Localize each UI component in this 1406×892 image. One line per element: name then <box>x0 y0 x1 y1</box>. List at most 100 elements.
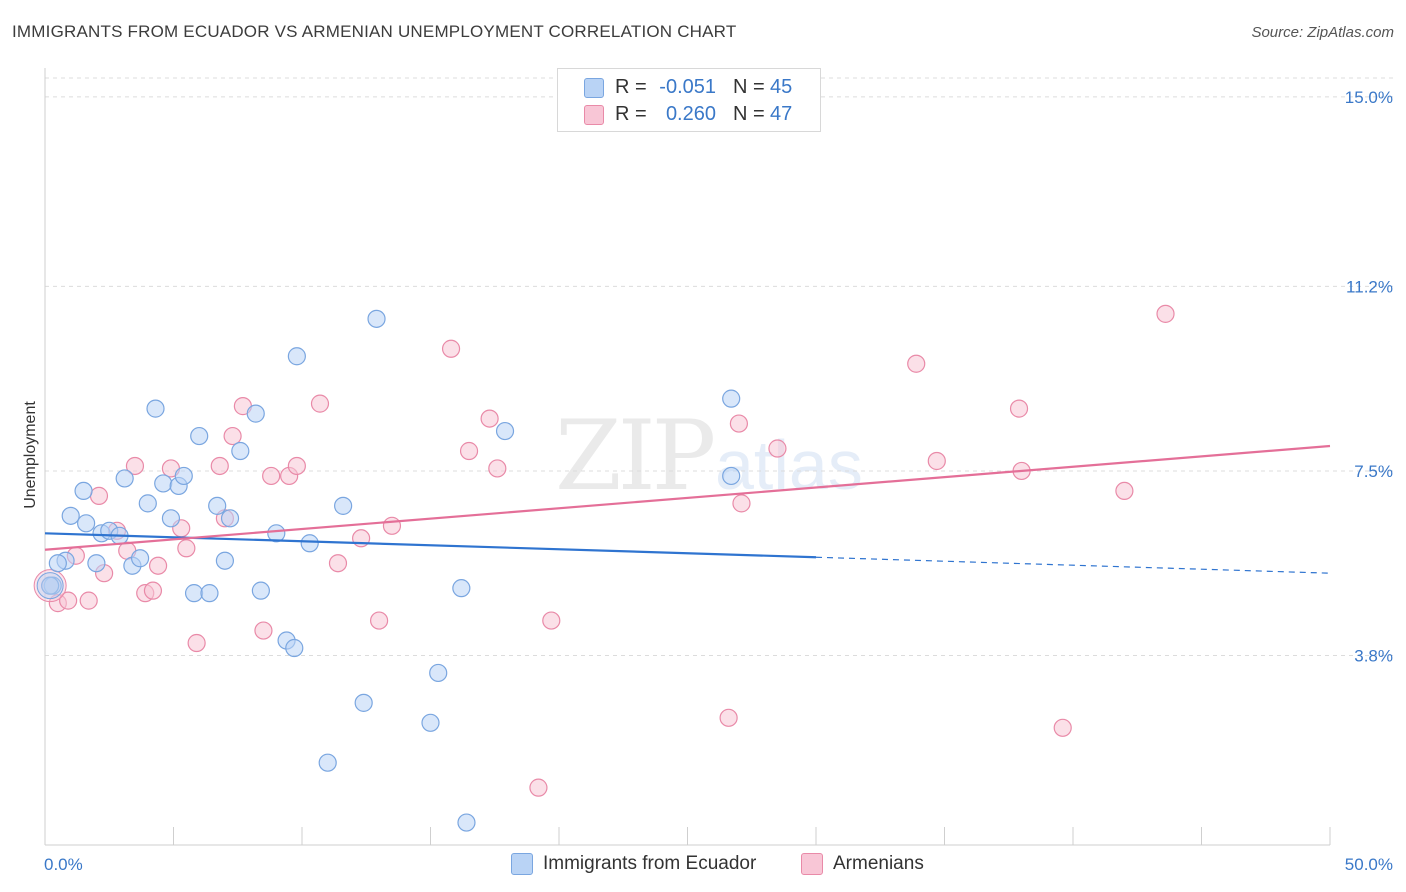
armenians-point <box>223 426 242 446</box>
ecuador-point <box>495 421 515 441</box>
y-tick-label: 11.2% <box>1346 277 1393 296</box>
ecuador-point <box>215 551 234 570</box>
armenians-point <box>254 621 273 640</box>
legend-swatch-blue <box>584 78 604 98</box>
armenians-point <box>262 466 281 486</box>
ecuador-point <box>48 554 67 573</box>
armenians-point <box>719 708 738 727</box>
armenians-point <box>732 494 751 513</box>
ecuador-point <box>267 524 286 543</box>
armenians-point <box>768 439 787 458</box>
ecuador-point <box>130 549 150 568</box>
armenians-point <box>907 354 926 373</box>
ecuador-trend-line <box>44 532 817 559</box>
chart-title: IMMIGRANTS FROM ECUADOR VS ARMENIAN UNEM… <box>12 22 737 41</box>
armenians-point <box>1009 399 1029 418</box>
legend-n-value: 47 <box>770 103 793 125</box>
axes <box>44 68 1331 846</box>
x-tick-label: 0.0% <box>44 855 83 874</box>
ecuador-point <box>200 584 219 603</box>
ecuador-point <box>115 469 134 488</box>
ecuador-point <box>452 579 471 598</box>
armenians-point <box>459 441 479 461</box>
ecuador-point <box>334 496 353 515</box>
bottom-legend-swatch-pink <box>801 853 823 875</box>
ecuador-point <box>246 404 265 423</box>
bottom-legend-swatch-blue <box>511 853 533 875</box>
y-tick-label: 7.5% <box>1354 462 1393 481</box>
y-tick-label: 15.0% <box>1345 88 1393 107</box>
ecuador-point <box>231 441 250 461</box>
armenians-point <box>210 456 229 476</box>
armenians-point <box>177 539 196 558</box>
legend-row-ecuador: R = -0.051 N = 45 <box>558 74 820 100</box>
ecuador-point <box>287 347 306 366</box>
ecuador-point <box>154 474 173 493</box>
armenians-points <box>33 304 1175 797</box>
ecuador-point <box>146 399 165 418</box>
trend-lines <box>44 444 1331 574</box>
armenians-point <box>187 633 206 653</box>
armenians-point <box>370 611 389 630</box>
legend-r-value: -0.051 <box>659 76 716 98</box>
legend-n-label: N = <box>733 103 765 125</box>
armenians-point <box>927 451 946 471</box>
legend-swatch-pink <box>584 105 604 125</box>
bottom-legend-label: Armenians <box>833 853 924 874</box>
ecuador-point <box>722 389 741 408</box>
armenians-point <box>79 591 98 610</box>
ecuador-point <box>421 713 440 732</box>
ecuador-point <box>61 506 80 525</box>
ecuador-point <box>41 576 60 595</box>
ecuador-point <box>184 584 204 603</box>
ecuador-point <box>138 494 157 513</box>
ecuador-point <box>174 466 193 486</box>
ecuador-point <box>457 813 476 832</box>
armenians-point <box>125 456 145 476</box>
armenians-point <box>1053 718 1072 737</box>
armenians-point <box>328 554 348 573</box>
ecuador-point <box>77 514 96 533</box>
ecuador-point <box>251 581 270 600</box>
ecuador-point <box>300 534 319 553</box>
armenians-point <box>729 414 749 433</box>
y-tick-label: 3.8% <box>1354 646 1393 665</box>
legend-n-value: 45 <box>770 76 793 98</box>
armenians-point <box>1115 481 1134 501</box>
ecuador-point <box>220 509 240 528</box>
armenians-point <box>89 486 109 505</box>
armenians-point <box>441 339 461 358</box>
ecuador-point <box>722 466 741 486</box>
armenians-point <box>488 459 507 478</box>
source-label: Source: ZipAtlas.com <box>1251 24 1394 41</box>
legend-r-label: R = <box>615 103 647 125</box>
armenians-point <box>287 456 306 476</box>
y-axis-label: Unemployment <box>22 401 39 509</box>
ecuador-trend-extension <box>815 556 1331 574</box>
legend-box: R = -0.051 N = 45 R = 0.260 N = 47 <box>557 68 821 132</box>
armenians-point <box>382 516 402 535</box>
ecuador-cluster-point <box>36 572 64 600</box>
armenians-point <box>1156 304 1175 323</box>
legend-r-value: 0.260 <box>665 103 716 125</box>
ecuador-point <box>285 638 304 658</box>
ecuador-point <box>74 481 93 501</box>
legend-row-armenians: R = 0.260 N = 47 <box>558 101 820 127</box>
bottom-legend-label: Immigrants from Ecuador <box>543 853 757 874</box>
ecuador-point <box>87 554 106 573</box>
armenians-point <box>148 556 168 575</box>
ecuador-point <box>367 309 386 328</box>
armenians-point <box>529 778 548 797</box>
tick-labels: 3.8% 7.5% 11.2% 15.0% 0.0% 50.0% <box>44 88 1393 874</box>
legend-n-label: N = <box>733 76 765 98</box>
ecuador-point <box>318 753 337 772</box>
ecuador-point <box>354 693 373 712</box>
ecuador-point <box>429 663 448 683</box>
armenians-point <box>480 409 499 428</box>
ecuador-point <box>208 496 227 515</box>
armenians-point <box>59 591 78 610</box>
x-tick-label: 50.0% <box>1345 855 1393 874</box>
watermark-zip: ZIP <box>555 400 716 512</box>
legend-r-label: R = <box>615 76 647 98</box>
